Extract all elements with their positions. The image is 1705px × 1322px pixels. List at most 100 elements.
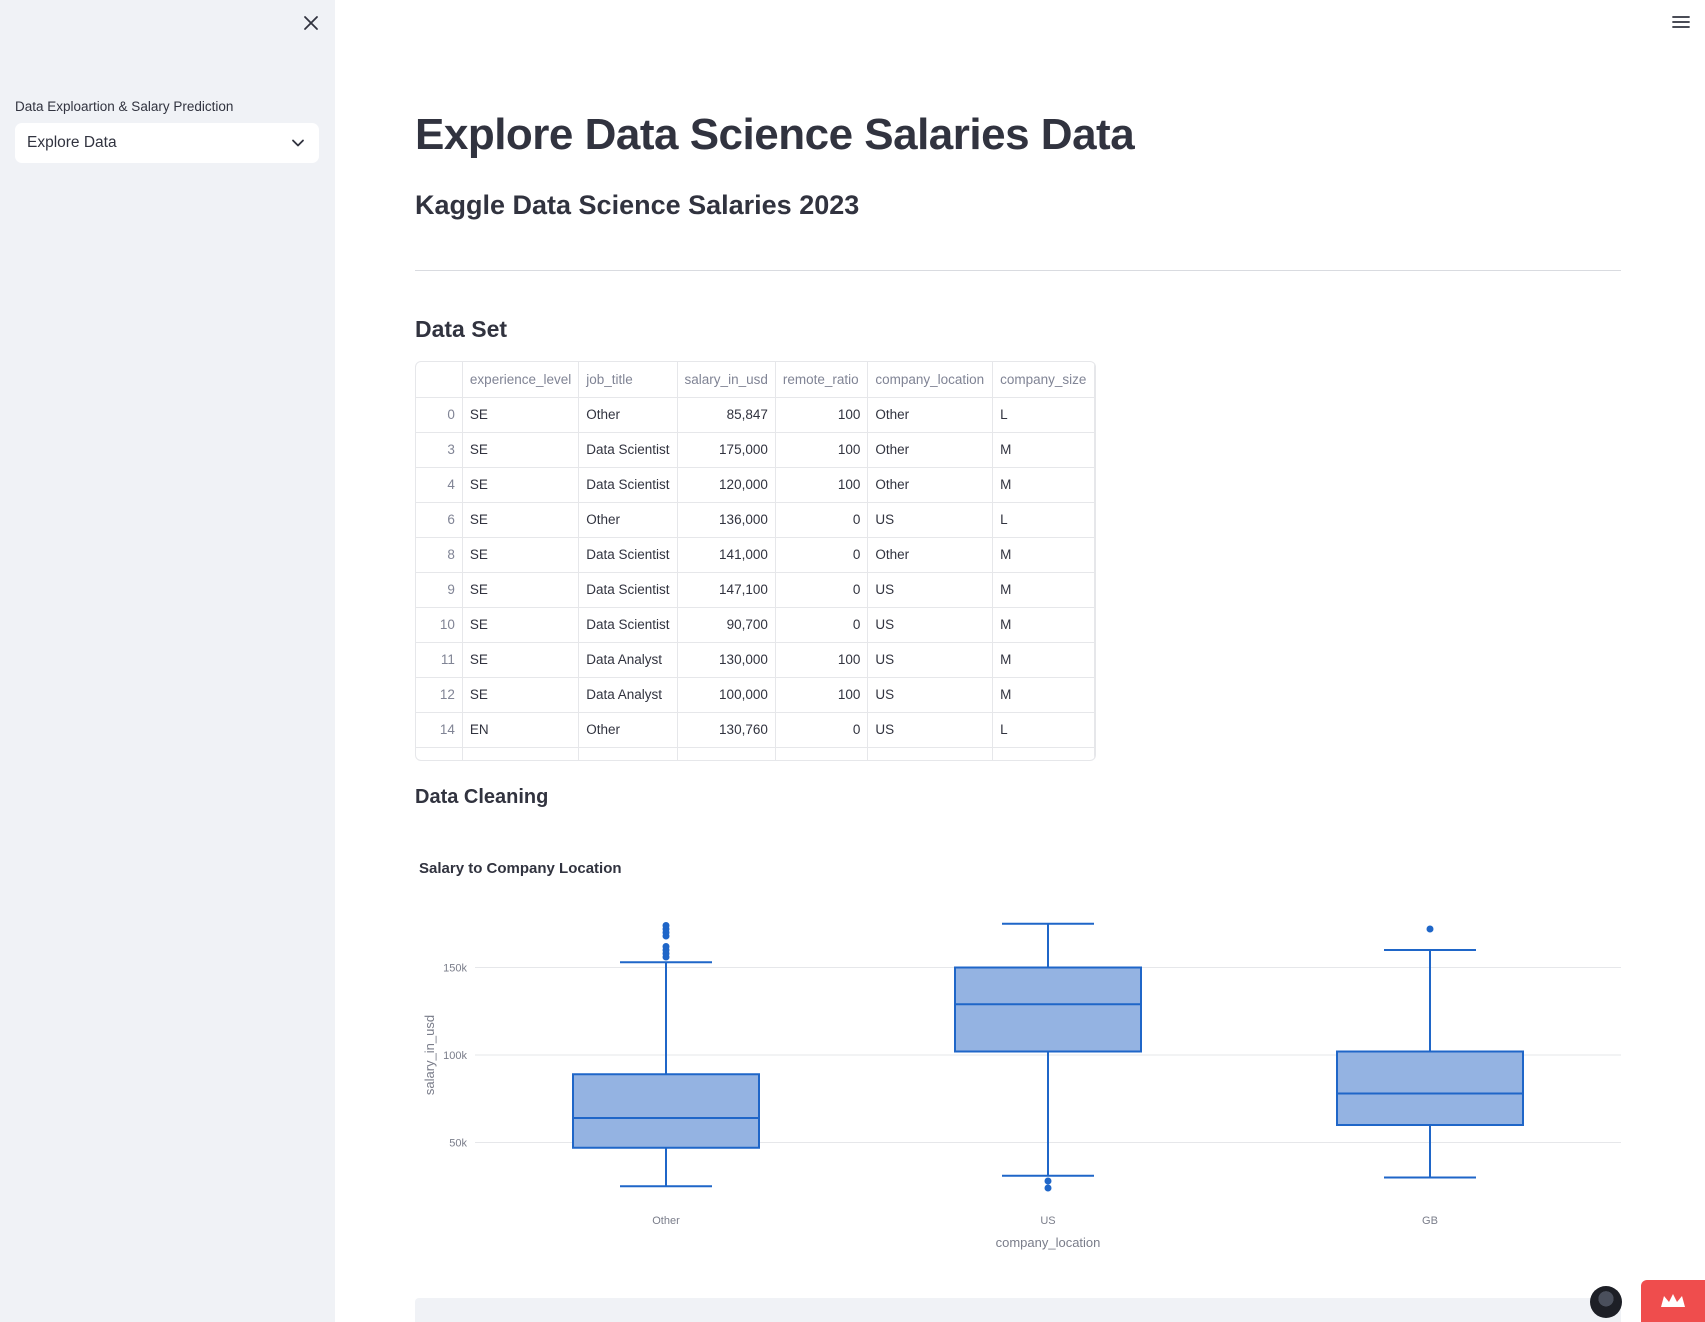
table-cell: Data Analyst	[578, 642, 678, 678]
table-row[interactable]: 12 SE Data Analyst 100,000 100 US M	[416, 677, 1095, 713]
table-cell: Other	[578, 712, 678, 748]
page-title: Explore Data Science Salaries Data	[415, 110, 1135, 159]
row-index: 0	[416, 397, 463, 433]
table-cell: US	[867, 502, 994, 538]
table-row[interactable]: 6 SE Other 136,000 0 US L	[416, 502, 1095, 538]
table-cell: 0	[775, 502, 869, 538]
table-cell: Data Scientist	[578, 432, 678, 468]
table-cell: L	[992, 712, 1095, 748]
streamlit-badge[interactable]	[1641, 1280, 1705, 1322]
chevron-down-icon	[292, 139, 304, 147]
table-cell: US	[867, 712, 994, 748]
box-gb	[1336, 1050, 1524, 1126]
table-cell: M	[992, 467, 1095, 503]
row-index: 10	[416, 607, 463, 643]
table-cell: 100	[775, 397, 869, 433]
divider	[415, 270, 1621, 271]
table-cell: M	[992, 572, 1095, 608]
table-cell: SE	[462, 642, 580, 678]
info-box	[415, 1298, 1621, 1322]
table-row[interactable]	[416, 747, 1095, 760]
table-cell: SE	[462, 432, 580, 468]
table-cell: EN	[462, 712, 580, 748]
table-cell: Data Scientist	[578, 607, 678, 643]
table-cell	[867, 747, 994, 760]
table-cell	[578, 747, 678, 760]
table-cell: 90,700	[677, 607, 776, 643]
table-cell: Data Scientist	[578, 572, 678, 608]
column-header[interactable]: remote_ratio	[775, 362, 869, 398]
page-select[interactable]: Explore Data	[15, 123, 319, 163]
column-header[interactable]: company_location	[867, 362, 994, 398]
table-cell: 100	[775, 642, 869, 678]
table-cell: SE	[462, 502, 580, 538]
table-cell: Other	[578, 502, 678, 538]
table-header-row: experience_level job_title salary_in_usd…	[416, 362, 1095, 398]
outlier-point	[662, 943, 670, 950]
table-row[interactable]: 11 SE Data Analyst 130,000 100 US M	[416, 642, 1095, 678]
table-cell: US	[867, 607, 994, 643]
main-content: Explore Data Science Salaries Data Kaggl…	[335, 0, 1705, 1322]
table-cell: 100	[775, 432, 869, 468]
column-header[interactable]: company_size	[992, 362, 1095, 398]
table-cell: M	[992, 537, 1095, 573]
table-cell: 120,000	[677, 467, 776, 503]
table-cell	[992, 747, 1095, 760]
close-icon	[304, 16, 318, 30]
main-menu-button[interactable]	[1671, 14, 1691, 30]
close-sidebar-button[interactable]	[300, 12, 322, 34]
sidebar: Data Exploartion & Salary Prediction Exp…	[0, 0, 335, 1322]
data-cleaning-heading: Data Cleaning	[415, 786, 549, 808]
table-cell: 0	[775, 572, 869, 608]
box-us	[954, 966, 1142, 1053]
page-select-value: Explore Data	[27, 134, 117, 151]
column-header[interactable]: salary_in_usd	[677, 362, 776, 398]
table-cell: 100	[775, 677, 869, 713]
column-header[interactable]: experience_level	[462, 362, 580, 398]
x-tick-label: Other	[652, 1215, 680, 1227]
table-cell: 0	[775, 537, 869, 573]
table-cell: Data Analyst	[578, 677, 678, 713]
table-row[interactable]: 4 SE Data Scientist 120,000 100 Other M	[416, 467, 1095, 503]
row-index: 9	[416, 572, 463, 608]
dataframe[interactable]: experience_level job_title salary_in_usd…	[415, 361, 1096, 761]
table-row[interactable]: 8 SE Data Scientist 141,000 0 Other M	[416, 537, 1095, 573]
x-axis-label: company_location	[996, 1235, 1101, 1250]
table-cell: Other	[867, 467, 994, 503]
box-other	[572, 1073, 760, 1149]
table-cell: 100	[775, 467, 869, 503]
avatar[interactable]	[1590, 1286, 1622, 1318]
row-index: 14	[416, 712, 463, 748]
table-cell	[775, 747, 869, 760]
column-header[interactable]	[416, 362, 463, 398]
table-cell	[416, 747, 463, 760]
row-index: 6	[416, 502, 463, 538]
table-cell: SE	[462, 607, 580, 643]
x-tick-label: US	[1040, 1215, 1055, 1227]
table-cell: 141,000	[677, 537, 776, 573]
table-cell: L	[992, 397, 1095, 433]
x-tick-label: GB	[1422, 1215, 1438, 1227]
table-cell: US	[867, 642, 994, 678]
table-cell: M	[992, 432, 1095, 468]
table-cell: Data Scientist	[578, 537, 678, 573]
table-cell: M	[992, 642, 1095, 678]
column-header[interactable]: job_title	[578, 362, 678, 398]
table-row[interactable]: 9 SE Data Scientist 147,100 0 US M	[416, 572, 1095, 608]
table-cell: 130,000	[677, 642, 776, 678]
page-select-label: Data Exploartion & Salary Prediction	[15, 99, 234, 114]
table-row[interactable]: 0 SE Other 85,847 100 Other L	[416, 397, 1095, 433]
box-plot-chart[interactable]: 50k 100k 150k salary_in_usd Other US GB company…	[415, 905, 1625, 1250]
row-index: 8	[416, 537, 463, 573]
table-row[interactable]: 3 SE Data Scientist 175,000 100 Other M	[416, 432, 1095, 468]
page-subtitle: Kaggle Data Science Salaries 2023	[415, 190, 860, 220]
table-cell: 0	[775, 712, 869, 748]
table-row[interactable]: 14 EN Other 130,760 0 US L	[416, 712, 1095, 748]
row-index: 12	[416, 677, 463, 713]
table-cell: SE	[462, 467, 580, 503]
row-index: 11	[416, 642, 463, 678]
table-cell: US	[867, 572, 994, 608]
table-row[interactable]: 10 SE Data Scientist 90,700 0 US M	[416, 607, 1095, 643]
table-cell: M	[992, 677, 1095, 713]
outlier-point	[1044, 1184, 1052, 1192]
